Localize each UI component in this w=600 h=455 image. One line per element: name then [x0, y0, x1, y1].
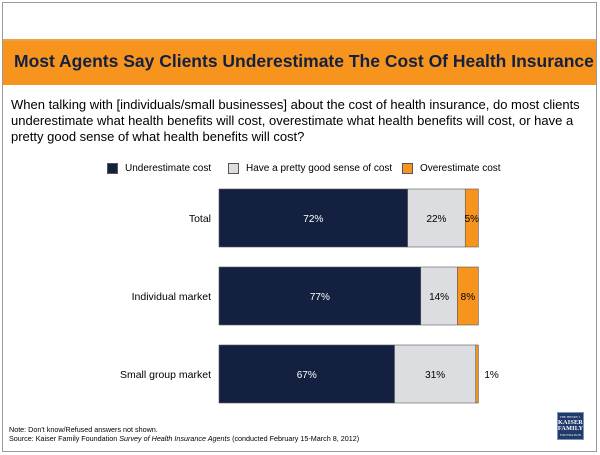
footnote-source: Source: Kaiser Family Foundation Survey … — [9, 434, 359, 443]
data-label: 8% — [461, 292, 476, 303]
data-label: 67% — [297, 370, 317, 381]
data-label: 5% — [465, 214, 480, 225]
stacked-bar-chart: Total 72% 22% 5% Individual market 77% 14% 8% Sm… — [120, 188, 499, 404]
legend-item-good-sense: Have a pretty good sense of cost — [228, 163, 392, 174]
bar-segment — [420, 266, 458, 326]
title-rule — [3, 39, 596, 41]
bar-segment — [457, 266, 479, 326]
data-label: 72% — [303, 214, 323, 225]
legend-swatch-good-sense — [228, 163, 239, 174]
category-label: Individual market — [132, 291, 211, 303]
legend-label-underestimate: Underestimate cost — [125, 163, 212, 174]
legend-swatch-underestimate — [107, 163, 118, 174]
logo-line-2: KAISER — [558, 419, 583, 426]
bar-segment — [218, 188, 408, 248]
title-bar: Most Agents Say Clients Underestimate Th… — [3, 39, 596, 85]
page-title: Most Agents Say Clients Underestimate Th… — [14, 51, 594, 71]
data-label: 22% — [426, 214, 446, 225]
data-label: 14% — [429, 292, 449, 303]
logo-line-1: THE HENRY J. — [559, 415, 582, 419]
source-suffix: (conducted February 15-March 8, 2012) — [230, 434, 360, 443]
footnote-note: Note: Don't know/Refused answers not sho… — [9, 425, 158, 434]
data-label: 1% — [484, 370, 499, 381]
category-label: Small group market — [120, 369, 211, 381]
legend-label-good-sense: Have a pretty good sense of cost — [246, 163, 393, 174]
bar-segment — [464, 188, 479, 248]
bar-segment — [218, 344, 395, 404]
bar-segment — [218, 266, 422, 326]
legend-item-overestimate: Overestimate cost — [402, 163, 501, 174]
kaiser-logo: THE HENRY J. KAISER FAMILY FOUNDATION — [557, 412, 584, 440]
legend-label-overestimate: Overestimate cost — [420, 163, 501, 174]
bar-segment — [394, 344, 477, 404]
category-label: Total — [189, 213, 211, 225]
bar-segment — [475, 344, 479, 404]
survey-question: When talking with [individuals/small bus… — [11, 97, 580, 144]
logo-line-3: FAMILY — [557, 425, 584, 432]
data-label: 31% — [425, 370, 445, 381]
chart-legend: Underestimate cost Have a pretty good se… — [3, 163, 596, 179]
legend-swatch-overestimate — [402, 163, 413, 174]
source-title: Survey of Health Insurance Agents — [119, 434, 231, 443]
legend-item-underestimate: Underestimate cost — [107, 163, 211, 174]
bar-segment — [407, 188, 466, 248]
logo-line-4: FOUNDATION — [559, 433, 582, 437]
source-prefix: Source: Kaiser Family Foundation — [9, 434, 120, 443]
data-label: 77% — [310, 292, 330, 303]
footnotes: Note: Don't know/Refused answers not sho… — [9, 425, 359, 443]
